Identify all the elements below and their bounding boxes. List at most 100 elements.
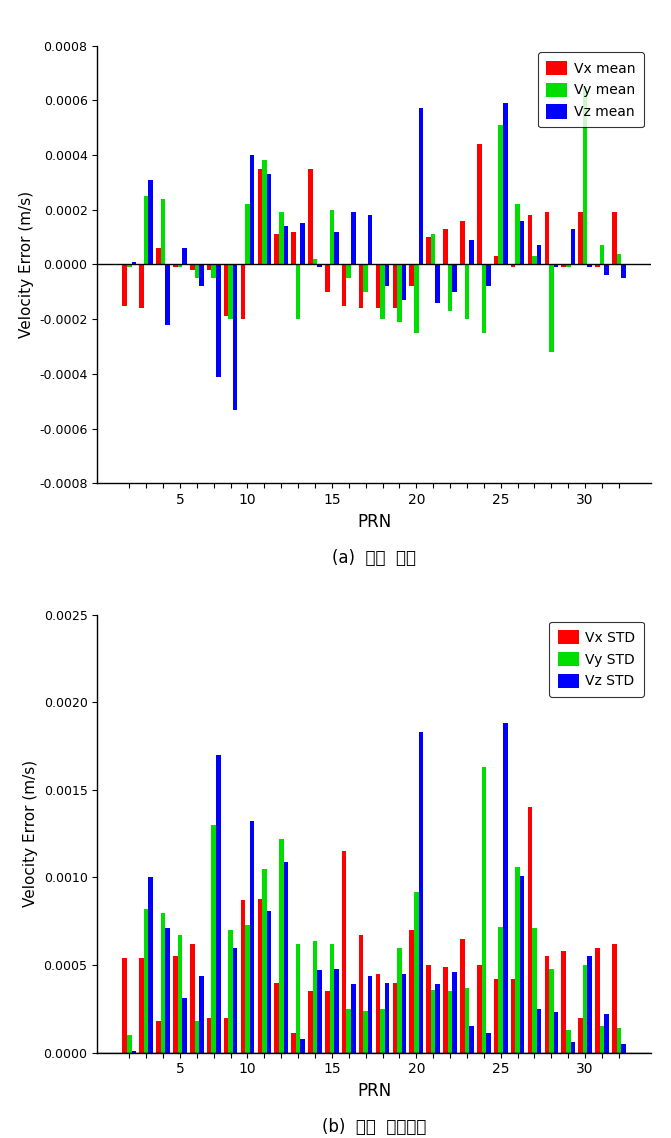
- Bar: [532, 256, 537, 264]
- Bar: [291, 1033, 296, 1053]
- Bar: [464, 264, 469, 319]
- Bar: [554, 1013, 558, 1053]
- Bar: [262, 160, 266, 264]
- Bar: [233, 264, 238, 410]
- Bar: [313, 940, 317, 1053]
- Text: (b)  오차  표준편차: (b) 오차 표준편차: [322, 1119, 426, 1136]
- Bar: [384, 982, 389, 1053]
- Bar: [537, 246, 541, 264]
- Bar: [291, 232, 296, 264]
- Bar: [605, 264, 609, 275]
- Bar: [122, 958, 127, 1053]
- Bar: [503, 724, 507, 1053]
- Bar: [549, 264, 554, 352]
- Bar: [486, 1033, 491, 1053]
- Bar: [621, 1044, 626, 1053]
- Bar: [402, 974, 406, 1053]
- Bar: [313, 259, 317, 264]
- Bar: [368, 215, 372, 264]
- Bar: [207, 1017, 211, 1053]
- Bar: [583, 965, 587, 1053]
- Bar: [228, 930, 233, 1053]
- Bar: [364, 1011, 368, 1053]
- Bar: [503, 104, 507, 264]
- Bar: [296, 264, 301, 319]
- Bar: [482, 767, 486, 1053]
- Bar: [190, 264, 195, 270]
- Bar: [144, 196, 148, 264]
- Bar: [419, 108, 423, 264]
- Bar: [279, 213, 284, 264]
- Bar: [426, 965, 431, 1053]
- Bar: [351, 213, 356, 264]
- Bar: [140, 264, 144, 308]
- Bar: [515, 867, 520, 1053]
- X-axis label: PRN: PRN: [357, 513, 391, 530]
- Bar: [595, 948, 600, 1053]
- Bar: [566, 1030, 570, 1053]
- Bar: [544, 956, 549, 1053]
- Bar: [435, 984, 440, 1053]
- Bar: [359, 935, 364, 1053]
- Bar: [250, 822, 254, 1053]
- Bar: [266, 910, 271, 1053]
- Bar: [600, 1026, 605, 1053]
- Bar: [435, 264, 440, 303]
- Bar: [393, 264, 397, 308]
- Bar: [241, 900, 245, 1053]
- Bar: [127, 264, 132, 267]
- Bar: [178, 935, 183, 1053]
- X-axis label: PRN: PRN: [357, 1082, 391, 1100]
- Legend: Vx STD, Vy STD, Vz STD: Vx STD, Vy STD, Vz STD: [550, 621, 644, 696]
- Bar: [156, 1021, 161, 1053]
- Bar: [279, 839, 284, 1053]
- Y-axis label: Velocity Error (m/s): Velocity Error (m/s): [19, 191, 34, 338]
- Bar: [173, 264, 178, 267]
- Bar: [520, 876, 525, 1053]
- Text: (a)  오차  평균: (a) 오차 평균: [332, 549, 416, 567]
- Bar: [600, 246, 605, 264]
- Bar: [414, 891, 419, 1053]
- Bar: [402, 264, 406, 300]
- Bar: [587, 956, 592, 1053]
- Bar: [223, 264, 228, 316]
- Bar: [258, 899, 262, 1053]
- Bar: [301, 223, 305, 264]
- Bar: [329, 945, 334, 1053]
- Bar: [494, 979, 499, 1053]
- Bar: [284, 226, 288, 264]
- Bar: [325, 991, 329, 1053]
- Bar: [342, 264, 346, 305]
- Bar: [140, 958, 144, 1053]
- Bar: [595, 264, 600, 267]
- Bar: [544, 213, 549, 264]
- Bar: [342, 851, 346, 1053]
- Bar: [419, 732, 423, 1053]
- Bar: [376, 974, 380, 1053]
- Bar: [207, 264, 211, 270]
- Bar: [448, 264, 452, 311]
- Bar: [566, 264, 570, 267]
- Bar: [190, 945, 195, 1053]
- Bar: [486, 264, 491, 287]
- Y-axis label: Velocity Error (m/s): Velocity Error (m/s): [23, 760, 38, 907]
- Bar: [444, 967, 448, 1053]
- Bar: [195, 264, 199, 278]
- Bar: [527, 215, 532, 264]
- Bar: [431, 990, 435, 1053]
- Bar: [156, 248, 161, 264]
- Bar: [258, 168, 262, 264]
- Bar: [409, 930, 414, 1053]
- Bar: [245, 204, 250, 264]
- Bar: [325, 264, 329, 291]
- Bar: [380, 264, 384, 319]
- Bar: [499, 926, 503, 1053]
- Bar: [482, 264, 486, 333]
- Bar: [617, 254, 621, 264]
- Bar: [144, 909, 148, 1053]
- Bar: [397, 264, 402, 322]
- Bar: [494, 256, 499, 264]
- Bar: [308, 168, 313, 264]
- Bar: [334, 232, 339, 264]
- Bar: [364, 264, 368, 291]
